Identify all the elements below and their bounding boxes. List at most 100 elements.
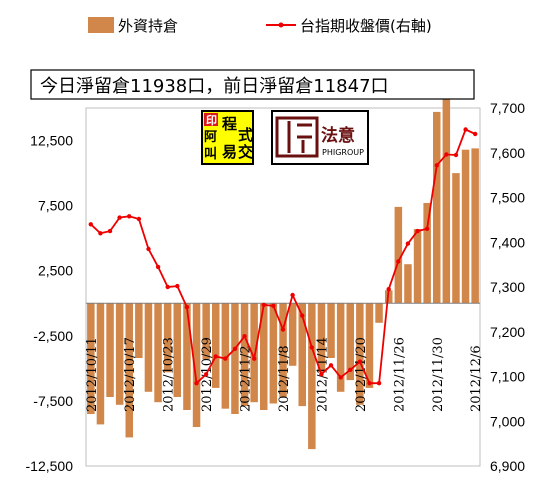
bar xyxy=(375,303,383,323)
line-point xyxy=(338,375,343,380)
bar xyxy=(461,149,470,304)
line-point xyxy=(434,163,439,168)
line-point xyxy=(261,302,266,308)
line-point xyxy=(117,215,122,220)
bar xyxy=(163,303,172,373)
line-point xyxy=(376,381,382,386)
bar xyxy=(173,303,181,397)
bar xyxy=(96,303,105,425)
bar xyxy=(125,303,133,438)
svg-text:印: 印 xyxy=(206,114,217,127)
program-trading-logo: 印 阿 叫 程 式 易 交 xyxy=(201,110,254,165)
bar xyxy=(423,203,431,304)
legend-line-marker xyxy=(278,22,284,28)
bar xyxy=(442,97,451,304)
legend: 外資持倉 台指期收盤價(右軸) xyxy=(88,17,432,35)
line-point xyxy=(415,228,420,234)
bar xyxy=(221,303,230,409)
bar xyxy=(135,303,143,358)
y-left-tick-labels: 12,500 7,500 2,500 -2,500 -7,500 -12,500 xyxy=(26,133,74,475)
bar xyxy=(250,303,258,403)
bar xyxy=(356,303,364,405)
x-tick-label: 2012/11/26 xyxy=(392,337,407,412)
logo-char: 阿 xyxy=(204,130,217,145)
y-left-tick-label: 2,500 xyxy=(38,263,73,279)
y-right-tick-label: 7,300 xyxy=(490,279,525,295)
bar xyxy=(115,303,124,405)
x-tick-label: 2012/11/20 xyxy=(354,337,369,412)
line-point xyxy=(107,228,113,234)
x-tick-label: 2012/10/23 xyxy=(162,337,177,412)
x-tick-label: 2012/10/17 xyxy=(123,337,138,412)
bar xyxy=(394,206,403,304)
line-point xyxy=(348,367,353,372)
line-point xyxy=(175,283,180,289)
line-point xyxy=(405,241,411,246)
line-point xyxy=(203,372,209,377)
bar xyxy=(260,303,268,410)
y-right-tick-label: 7,600 xyxy=(490,145,525,161)
bar xyxy=(317,303,326,373)
bar xyxy=(346,303,354,381)
line-point xyxy=(319,372,324,377)
bar xyxy=(87,303,95,414)
line-point xyxy=(271,303,276,308)
bar xyxy=(404,264,412,304)
y-right-tick-label: 7,000 xyxy=(490,413,525,429)
chart-title: 今日淨留倉11938口，前日淨留倉11847口 xyxy=(40,76,389,97)
y-right-tick-label: 6,900 xyxy=(490,458,525,474)
bar xyxy=(154,303,162,403)
bar xyxy=(452,173,460,304)
y-left-tick-label: 12,500 xyxy=(30,133,73,149)
bar xyxy=(231,303,239,414)
x-tick-label: 2012/10/11 xyxy=(85,337,100,412)
bar xyxy=(365,303,374,388)
line-point xyxy=(184,304,190,310)
y-right-tick-label: 7,700 xyxy=(490,100,525,116)
logo-subtext: PHIGROUP xyxy=(322,148,364,157)
bar xyxy=(336,303,345,392)
x-tick-label: 2012/12/6 xyxy=(469,345,484,412)
logo-char: 交 xyxy=(238,143,253,161)
logo-char: 式 xyxy=(238,126,253,144)
line-point xyxy=(290,292,295,298)
line-point xyxy=(424,226,430,231)
line-point xyxy=(165,284,170,290)
line-point xyxy=(463,127,468,132)
logo-char: 易 xyxy=(222,143,237,161)
line-point xyxy=(98,231,103,236)
bar xyxy=(433,111,441,304)
y-left-tick-label: -7,500 xyxy=(33,393,73,409)
bar xyxy=(279,303,287,397)
line-point xyxy=(242,334,247,339)
bar xyxy=(308,303,316,450)
line-point xyxy=(223,356,228,361)
line-point xyxy=(328,363,334,368)
y-left-tick-label: -12,500 xyxy=(26,458,74,474)
bar xyxy=(240,303,249,407)
line-point xyxy=(444,152,449,157)
line-point xyxy=(232,346,238,351)
y-right-tick-label: 7,400 xyxy=(490,234,525,250)
line-point xyxy=(300,313,305,318)
line-point xyxy=(194,381,199,386)
y-left-tick-label: -2,500 xyxy=(33,328,73,344)
legend-line-label: 台指期收盤價(右軸) xyxy=(300,17,432,35)
y-right-tick-label: 7,200 xyxy=(490,324,525,340)
line-point xyxy=(136,216,142,222)
legend-bar-label: 外資持倉 xyxy=(118,17,178,35)
line-point xyxy=(146,246,151,252)
line-point xyxy=(88,222,94,227)
bar xyxy=(212,303,220,388)
bar xyxy=(183,303,191,410)
line-point xyxy=(127,214,132,219)
bar xyxy=(192,303,201,427)
line-point xyxy=(252,356,257,361)
title-box: 今日淨留倉11938口，前日淨留倉11847口 xyxy=(30,69,475,100)
bar xyxy=(202,303,210,360)
bar xyxy=(144,303,153,392)
legend-bar-swatch xyxy=(88,17,114,33)
line-point xyxy=(280,327,286,332)
bar xyxy=(269,303,278,404)
